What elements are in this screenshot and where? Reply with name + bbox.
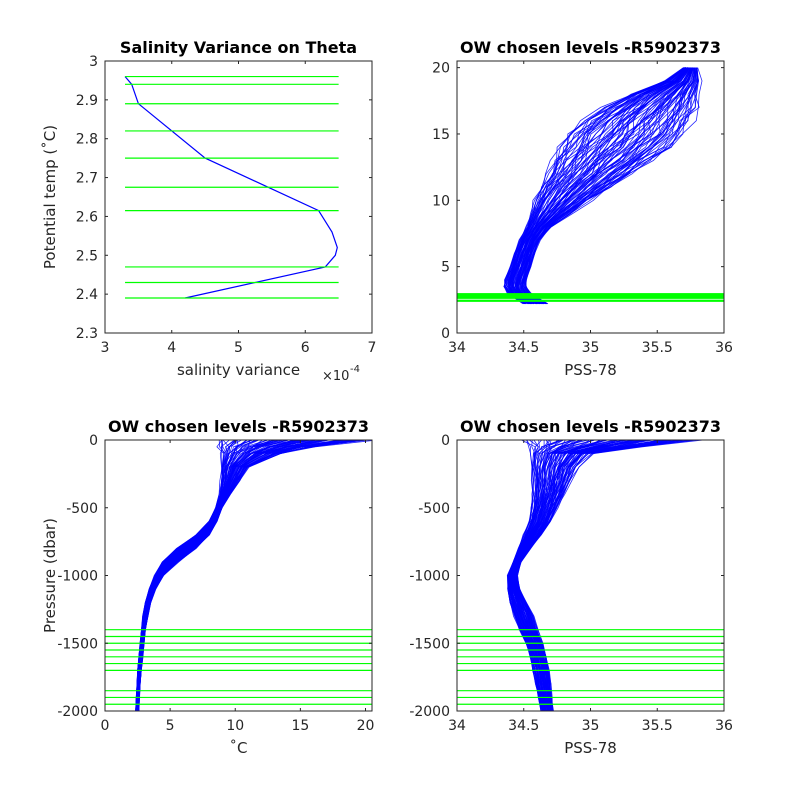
x-tick-label: 5 (234, 340, 243, 356)
x-tick-label: 36 (715, 718, 733, 734)
x-tick-label: 34.5 (508, 340, 539, 356)
x-axis-label: salinity variance (177, 361, 300, 379)
profile-line-83 (523, 67, 699, 305)
x-tick-label: 35 (582, 718, 600, 734)
y-tick-label: -500 (66, 501, 98, 517)
axes-box (104, 60, 373, 334)
plot-area (124, 75, 339, 299)
series-line-0 (124, 76, 338, 299)
x-tick-label: 35.5 (642, 340, 673, 356)
x-tick-label: 15 (291, 718, 309, 734)
x-tick-label: 10 (226, 718, 244, 734)
y-tick-label: 2.5 (76, 248, 98, 264)
y-tick-label: 2.6 (76, 209, 98, 225)
profile-line-18 (507, 67, 687, 305)
y-tick-label: 2.3 (76, 326, 98, 342)
x-axis-label: PSS-78 (564, 739, 617, 757)
x-tick-label: 6 (301, 340, 310, 356)
subplot-2: 34 34.5 35 35.5 36 0 5 10 15 20 OW chosen levels -… (432, 38, 733, 379)
x-axis-label: ˚C (230, 739, 248, 757)
profile-line-3 (504, 67, 685, 305)
profile-line-89 (524, 67, 703, 305)
x-tick-label: 34 (448, 340, 466, 356)
chart-title: Salinity Variance on Theta (120, 38, 357, 57)
y-tick-label: -2000 (57, 704, 98, 720)
y-tick-label: 2.7 (76, 171, 98, 187)
y-tick-label: 2.4 (76, 287, 98, 303)
plot-area (457, 440, 724, 711)
y-tick-label: 5 (441, 260, 450, 276)
x-tick-label: 0 (101, 718, 110, 734)
x-tick-label: 4 (167, 340, 176, 356)
y-tick-label: 0 (89, 433, 98, 449)
y-tick-label: 10 (432, 193, 450, 209)
y-tick-label: 0 (441, 433, 450, 449)
x-tick-label: 7 (368, 340, 377, 356)
x-tick-label: 34.5 (508, 718, 539, 734)
y-axis-label: Pressure (dbar) (41, 518, 59, 633)
y-tick-label: -1000 (409, 569, 450, 585)
profile-line-68 (520, 67, 695, 305)
chart-title: OW chosen levels -R5902373 (460, 417, 721, 436)
x-axis-label: PSS-78 (564, 361, 617, 379)
y-tick-label: 20 (432, 61, 450, 77)
profile-line-43 (513, 67, 691, 305)
y-tick-label: 3 (89, 54, 98, 70)
x-tick-label: 34 (448, 718, 466, 734)
profile-line-48 (516, 67, 693, 305)
subplot-4: 34 34.5 35 35.5 36 -2000 -1500 -1000 -500 0 OW cho… (409, 417, 733, 757)
x-exponent-sup: -4 (350, 364, 360, 375)
y-tick-label: 15 (432, 127, 450, 143)
y-tick-label: 0 (441, 326, 450, 342)
x-tick-label: 35.5 (642, 718, 673, 734)
profile-line-25 (509, 67, 688, 305)
plot-area (105, 440, 372, 711)
subplot-1: 3 4 5 6 7 2.3 2.4 2.5 2.6 2.7 2.8 2.9 3 Salinity Vari… (41, 38, 376, 384)
x-tick-label: 5 (166, 718, 175, 734)
y-tick-label: -1000 (57, 569, 98, 585)
profile-line-86 (524, 67, 700, 305)
y-tick-label: -1500 (57, 636, 98, 652)
y-tick-label: -500 (418, 501, 450, 517)
chart-title: OW chosen levels -R5902373 (108, 417, 369, 436)
x-tick-label: 36 (715, 340, 733, 356)
x-exponent-label: ×10 (322, 369, 349, 384)
x-tick-label: 35 (582, 340, 600, 356)
y-axis-label: Potential temp (˚C) (41, 125, 59, 269)
subplot-3: 0 5 10 15 20 -2000 -1500 -1000 -500 0 OW chosen le… (41, 417, 375, 757)
chart-title: OW chosen levels -R5902373 (460, 38, 721, 57)
y-tick-label: 2.8 (76, 132, 98, 148)
profile-line-13 (505, 67, 686, 305)
y-tick-label: -1500 (409, 636, 450, 652)
y-tick-label: -2000 (409, 704, 450, 720)
plot-area (457, 67, 724, 305)
y-tick-label: 2.9 (76, 93, 98, 109)
x-tick-label: 20 (357, 718, 375, 734)
x-tick-label: 3 (101, 340, 110, 356)
